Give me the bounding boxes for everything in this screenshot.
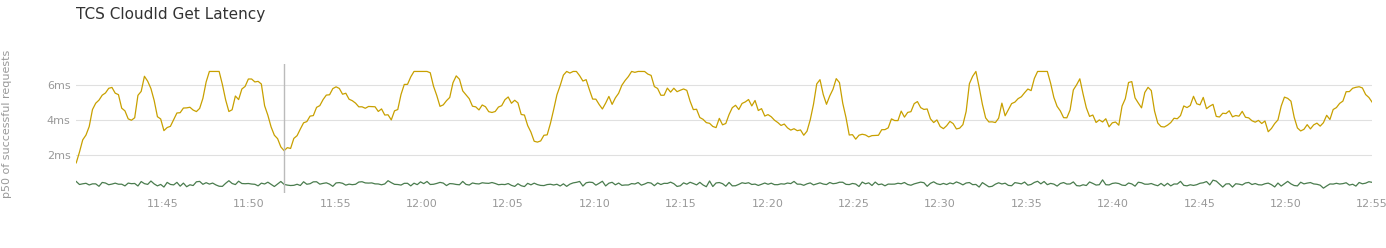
Text: TCS CloudId Get Latency: TCS CloudId Get Latency	[76, 7, 266, 22]
Text: p50 of successful requests: p50 of successful requests	[1, 50, 12, 198]
